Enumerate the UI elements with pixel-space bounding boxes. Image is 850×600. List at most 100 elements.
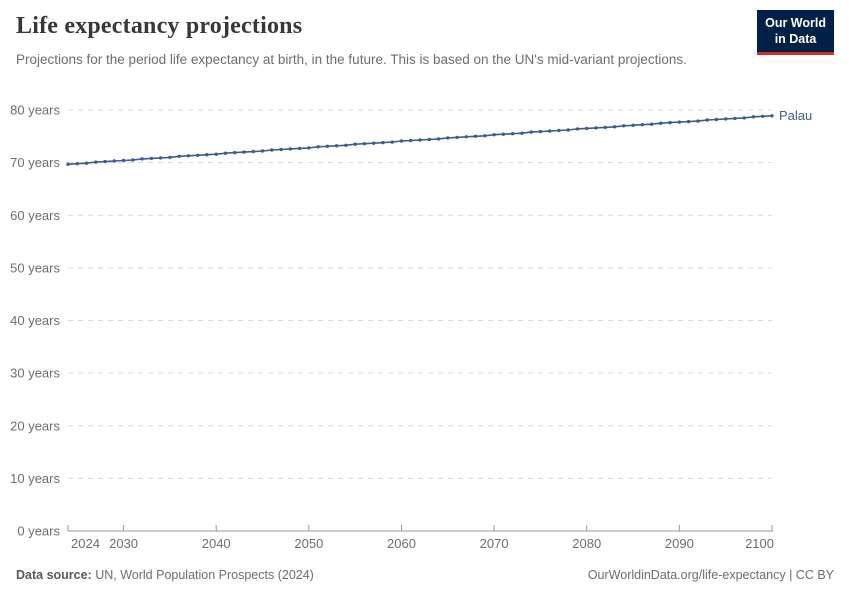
data-point[interactable] (455, 135, 459, 140)
data-point[interactable] (223, 151, 228, 155)
data-point[interactable] (446, 136, 450, 140)
data-point[interactable] (557, 128, 561, 133)
data-point[interactable] (353, 142, 357, 146)
data-point[interactable] (334, 144, 339, 148)
page-title: Life expectancy projections (16, 13, 303, 39)
y-axis-tick-label: 0 years (17, 524, 60, 539)
data-point[interactable] (288, 147, 292, 151)
data-point[interactable] (612, 125, 617, 129)
data-point[interactable] (548, 129, 552, 133)
data-point[interactable] (761, 114, 765, 118)
data-point[interactable] (103, 159, 107, 164)
y-axis-tick-label: 20 years (10, 418, 60, 433)
data-point[interactable] (84, 161, 89, 165)
data-point[interactable] (501, 132, 506, 136)
data-point[interactable] (196, 153, 200, 157)
data-point[interactable] (205, 153, 209, 157)
data-point[interactable] (131, 158, 135, 162)
footer-license-link[interactable]: OurWorldinData.org/life-expectancy | CC … (587, 568, 834, 582)
y-axis-tick-label: 70 years (10, 155, 60, 170)
data-point[interactable] (575, 127, 580, 131)
data-point[interactable] (668, 120, 672, 125)
data-point[interactable] (566, 128, 570, 132)
data-point[interactable] (492, 133, 496, 137)
data-point[interactable] (436, 137, 441, 141)
data-point[interactable] (307, 146, 311, 150)
data-point[interactable] (510, 132, 515, 136)
data-point[interactable] (686, 119, 691, 124)
data-point[interactable] (381, 140, 385, 145)
x-axis-tick-label: 2030 (109, 536, 138, 551)
data-point[interactable] (483, 134, 487, 138)
data-point[interactable] (279, 147, 283, 152)
x-axis-tick-label: 2060 (387, 536, 416, 551)
data-point[interactable] (714, 117, 719, 122)
series-end-label[interactable]: Palau (779, 108, 812, 123)
data-source-value: UN, World Population Prospects (2024) (95, 568, 314, 582)
x-axis-tick-label: 2080 (572, 536, 601, 551)
data-point[interactable] (677, 120, 682, 124)
data-point[interactable] (742, 116, 746, 120)
data-point[interactable] (297, 146, 302, 151)
data-point[interactable] (75, 162, 80, 166)
owid-logo: Our World in Data (757, 10, 834, 55)
data-point[interactable] (214, 152, 218, 156)
data-point[interactable] (390, 140, 394, 144)
y-axis-tick-label: 30 years (10, 366, 60, 381)
data-point[interactable] (362, 142, 367, 146)
data-point[interactable] (177, 154, 181, 158)
y-axis-tick-label: 80 years (10, 103, 60, 118)
data-point[interactable] (696, 119, 700, 123)
data-point[interactable] (158, 156, 163, 160)
data-point[interactable] (520, 131, 524, 135)
data-point[interactable] (186, 154, 191, 158)
data-point[interactable] (427, 137, 431, 142)
data-point[interactable] (649, 122, 654, 126)
data-point[interactable] (724, 117, 728, 121)
data-point[interactable] (464, 135, 468, 139)
data-point[interactable] (640, 123, 644, 127)
x-axis-tick-label: 2050 (294, 536, 323, 551)
chart-canvas: 0 years 10 years 20 years 30 years 40 years 5… (10, 103, 812, 552)
owid-logo-line2: in Data (774, 32, 817, 47)
data-point[interactable] (409, 138, 413, 143)
data-point[interactable] (270, 148, 274, 152)
data-point[interactable] (594, 126, 598, 130)
data-point[interactable] (585, 126, 589, 131)
data-point[interactable] (603, 125, 607, 130)
data-point[interactable] (751, 115, 756, 119)
data-point[interactable] (344, 143, 348, 147)
data-point[interactable] (251, 149, 255, 154)
data-point[interactable] (473, 134, 478, 138)
data-point[interactable] (140, 157, 144, 161)
data-point[interactable] (538, 129, 543, 134)
owid-logo-line1: Our World (765, 16, 826, 30)
data-point[interactable] (622, 124, 626, 128)
data-point[interactable] (316, 145, 320, 149)
data-point[interactable] (529, 130, 533, 134)
data-point[interactable] (659, 121, 663, 125)
data-point[interactable] (770, 114, 774, 118)
x-axis-tick-label: 2070 (480, 536, 509, 551)
data-point[interactable] (260, 149, 265, 153)
x-axis-tick-label: 2024 (71, 536, 100, 551)
data-point[interactable] (399, 139, 404, 143)
data-point[interactable] (112, 159, 117, 163)
data-point[interactable] (94, 160, 98, 164)
data-point[interactable] (705, 118, 709, 122)
data-point[interactable] (121, 158, 126, 163)
x-axis-tick-label: 2040 (202, 536, 231, 551)
data-point[interactable] (149, 156, 154, 161)
data-point[interactable] (66, 162, 70, 166)
y-axis-tick-label: 40 years (10, 313, 60, 328)
chart-footer: Data source: UN, World Population Prospe… (16, 568, 834, 582)
data-point[interactable] (631, 123, 635, 127)
y-axis-tick-label: 10 years (10, 471, 60, 486)
data-point[interactable] (325, 144, 330, 148)
data-point[interactable] (418, 138, 422, 142)
data-point[interactable] (733, 116, 737, 121)
data-point[interactable] (372, 141, 376, 145)
data-point[interactable] (233, 150, 237, 155)
data-point[interactable] (168, 155, 172, 160)
data-point[interactable] (242, 150, 246, 154)
